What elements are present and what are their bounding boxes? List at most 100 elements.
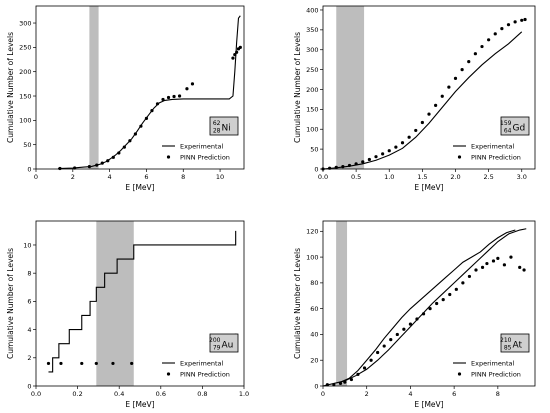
axes-frame	[322, 5, 536, 170]
pinn-point-17	[166, 95, 171, 100]
y-tick-label: 8	[27, 269, 31, 277]
pinn-point-13	[402, 327, 406, 331]
x-axis-label: E [MeV]	[125, 183, 154, 192]
x-tick-label: 0.0	[318, 173, 328, 181]
legend-dot-swatch	[457, 372, 462, 376]
x-tick-label: 0.6	[156, 390, 166, 398]
legend-dot-swatch	[457, 155, 462, 159]
nucleus-label-box	[209, 333, 239, 353]
x-tick-label: 3.0	[517, 173, 527, 181]
pinn-point-18	[172, 94, 176, 99]
pinn-point-21	[453, 76, 458, 80]
experimental-line-1	[48, 230, 237, 373]
pinn-point-3	[334, 165, 338, 170]
legend-entry-experimental: Experimental	[180, 359, 224, 367]
pinn-point-17	[428, 307, 432, 311]
x-tick-label: 4	[408, 390, 412, 398]
pinn-point-12	[394, 145, 398, 149]
x-tick-label: 0.4	[114, 390, 124, 398]
pinn-point-14	[408, 322, 413, 326]
pinn-point-1	[46, 361, 51, 366]
pinn-point-3	[80, 361, 84, 366]
pinn-point-18	[435, 301, 439, 306]
chart-panel-2: 0.0 0.5 1.0 1.5 2.0 2.5 3.0 0 50 100 150 200 250 300 3…	[293, 5, 536, 192]
pinn-point-21	[454, 287, 458, 291]
pinn-point-24	[235, 50, 239, 54]
pinn-point-29	[506, 23, 511, 27]
pinn-point-28	[496, 256, 500, 260]
legend-entry-experimental: Experimental	[471, 359, 515, 367]
pinn-point-26	[485, 261, 489, 266]
pinn-point-4	[94, 361, 98, 366]
pinn-point-32	[523, 17, 527, 22]
y-tick-label: 10	[23, 241, 31, 249]
pinn-point-29	[502, 263, 507, 267]
pinn-point-8	[369, 358, 373, 362]
y-tick-label: 60	[310, 305, 318, 313]
chart-panel-3: 0.0 0.2 0.4 0.6 0.8 1.0 0 2 4 6 8 10 E [MeV] Cumulati…	[6, 220, 249, 409]
pinn-point-19	[177, 94, 182, 98]
pinn-point-5	[349, 377, 354, 382]
legend-dot-swatch	[166, 372, 171, 376]
y-axis-label: Cumulative Number of Levels	[293, 32, 302, 143]
x-tick-label: 0.5	[351, 173, 361, 181]
x-tick-label: 0.2	[72, 390, 82, 398]
y-tick-label: 0	[27, 165, 31, 173]
pinn-point-2	[332, 383, 336, 387]
pinn-point-7	[361, 160, 365, 164]
y-tick-label: 6	[27, 298, 31, 306]
pinn-point-13	[400, 141, 405, 145]
legend-entry-pinn: PINN Prediction	[471, 370, 521, 378]
y-tick-label: 20	[310, 357, 318, 365]
pinn-point-6	[130, 361, 134, 366]
pinn-point-20	[185, 87, 189, 91]
pinn-point-11	[133, 132, 137, 136]
nucleus-charge: 85	[504, 345, 512, 352]
pinn-point-13	[144, 116, 149, 120]
pinn-point-8	[117, 151, 121, 155]
y-axis-label: Cumulative Number of Levels	[6, 32, 15, 143]
pinn-point-1	[325, 383, 329, 387]
y-tick-label: 250	[19, 44, 31, 52]
nucleus-symbol: Gd	[513, 124, 526, 134]
pinn-point-25	[480, 265, 485, 270]
shaded-region	[336, 221, 348, 386]
y-tick-label: 400	[306, 6, 318, 14]
pinn-point-12	[139, 124, 143, 128]
nucleus-symbol: At	[513, 341, 523, 351]
x-tick-label: 0	[34, 173, 38, 181]
y-tick-label: 80	[310, 279, 318, 287]
pinn-point-10	[128, 139, 132, 143]
shaded-region	[336, 6, 365, 169]
pinn-point-9	[122, 145, 126, 149]
legend-entry-pinn: PINN Prediction	[180, 370, 230, 378]
pinn-point-17	[427, 112, 431, 116]
pinn-point-19	[440, 94, 444, 98]
legend-entry-pinn: PINN Prediction	[471, 153, 521, 161]
nucleus-mass: 62	[213, 120, 221, 127]
pinn-point-15	[414, 128, 418, 133]
pinn-point-5	[100, 161, 104, 165]
x-tick-label: 8	[496, 390, 500, 398]
y-tick-label: 150	[306, 106, 318, 114]
pinn-point-32	[522, 268, 526, 272]
x-tick-label: 1.0	[384, 173, 394, 181]
y-tick-label: 2	[27, 354, 31, 362]
axes-frame	[322, 220, 536, 387]
pinn-point-6	[354, 162, 358, 166]
pinn-point-11	[389, 337, 393, 342]
pinn-point-15	[415, 317, 419, 321]
pinn-point-9	[374, 155, 378, 159]
x-tick-label: 2.5	[483, 173, 493, 181]
pinn-point-2	[59, 361, 63, 366]
x-tick-label: 4	[108, 173, 112, 181]
pinn-point-23	[233, 53, 237, 57]
pinn-point-7	[362, 366, 367, 370]
nucleus-charge: 64	[504, 128, 512, 135]
nucleus-mass: 159	[500, 120, 512, 127]
pinn-point-19	[441, 298, 445, 302]
y-tick-label: 150	[19, 92, 31, 100]
pinn-point-6	[106, 159, 110, 163]
